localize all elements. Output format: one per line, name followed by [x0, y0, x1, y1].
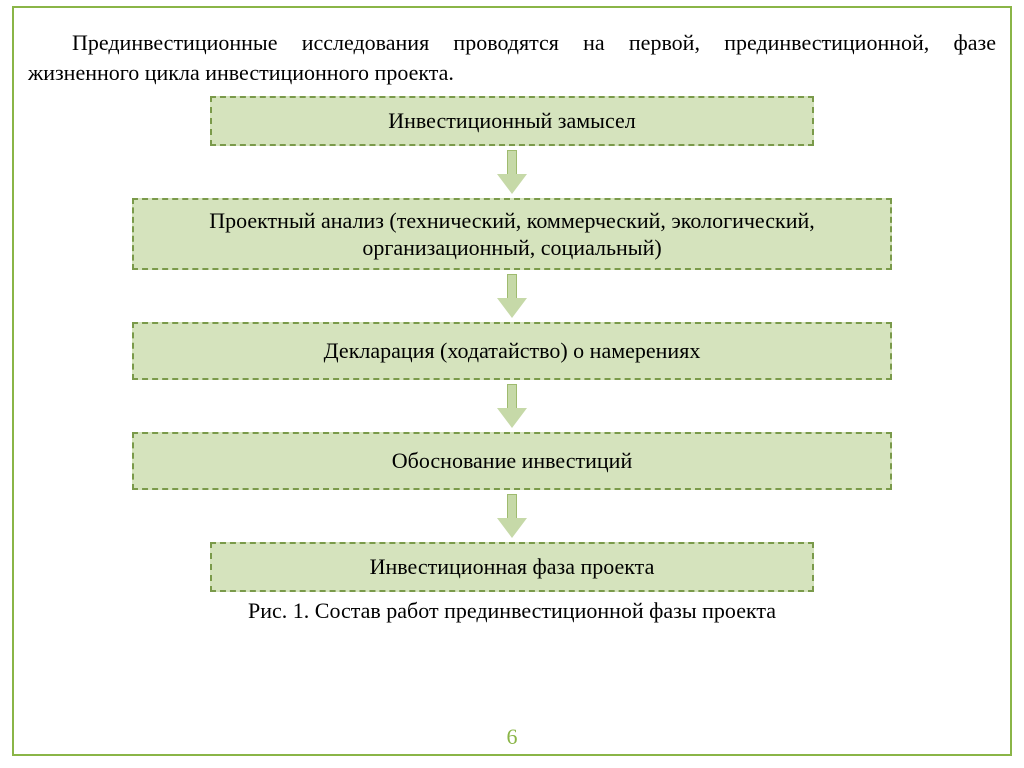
page-number: 6 — [0, 724, 1024, 750]
flow-box-4-label: Обоснование инвестиций — [392, 447, 632, 475]
flow-box-3-label: Декларация (ходатайство) о намерениях — [324, 337, 701, 365]
arrow-4 — [497, 494, 527, 538]
flowchart-container: Инвестиционный замысел Проектный анализ … — [0, 96, 1024, 624]
arrow-1 — [497, 150, 527, 194]
intro-paragraph: Прединвестиционные исследования проводят… — [28, 28, 996, 87]
flow-box-5: Инвестиционная фаза проекта — [210, 542, 814, 592]
arrow-3 — [497, 384, 527, 428]
flow-box-3: Декларация (ходатайство) о намерениях — [132, 322, 892, 380]
figure-caption: Рис. 1. Состав работ прединвестиционной … — [248, 598, 776, 624]
flow-box-2: Проектный анализ (технический, коммерчес… — [132, 198, 892, 270]
flow-box-1: Инвестиционный замысел — [210, 96, 814, 146]
arrow-2 — [497, 274, 527, 318]
flow-box-4: Обоснование инвестиций — [132, 432, 892, 490]
flow-box-5-label: Инвестиционная фаза проекта — [370, 553, 655, 581]
flow-box-1-label: Инвестиционный замысел — [388, 107, 635, 135]
flow-box-2-label: Проектный анализ (технический, коммерчес… — [144, 207, 880, 262]
